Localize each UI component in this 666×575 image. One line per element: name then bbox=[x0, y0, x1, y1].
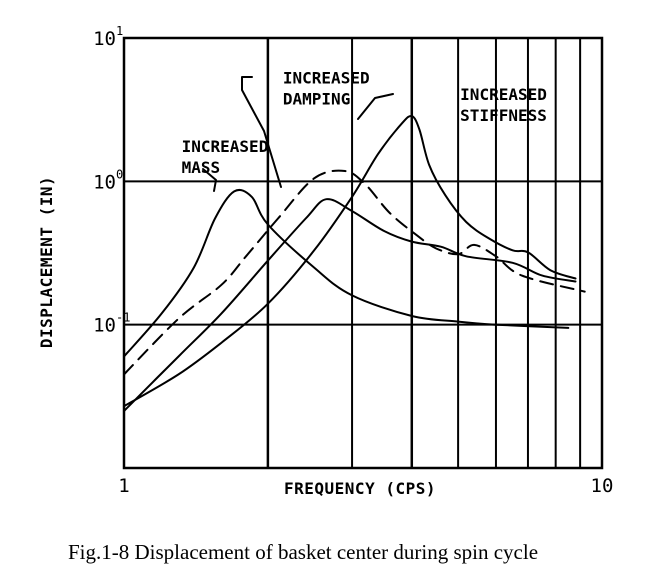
annotation-3-line-2: STIFFNESS bbox=[460, 106, 547, 125]
mass-leader-line bbox=[202, 168, 217, 192]
series-line-1 bbox=[123, 188, 570, 358]
annotation-1-line-1: INCREASED bbox=[182, 137, 269, 156]
damping-leader-line bbox=[241, 76, 282, 188]
annotation-2-line-1: INCREASED bbox=[283, 69, 370, 88]
annotation-1-line-2: MASS bbox=[182, 158, 221, 177]
stiffness-leader-line bbox=[357, 93, 394, 120]
annotations-group: INCREASED MASS INCREASED DAMPING INCREASED ST… bbox=[182, 69, 547, 192]
y-axis-label: DISPLACEMENT (IN) bbox=[37, 176, 56, 348]
annotation-3-line-1: INCREASED bbox=[460, 85, 547, 104]
figure-caption: Fig.1-8 Displacement of basket center du… bbox=[68, 540, 539, 564]
grid bbox=[124, 38, 602, 468]
plot-frame bbox=[122, 36, 604, 470]
x-axis-label: FREQUENCY (CPS) bbox=[284, 479, 436, 498]
x-tick-label: 10 bbox=[591, 475, 614, 497]
series-line-3 bbox=[123, 198, 577, 412]
y-tick-exponent: -1 bbox=[116, 311, 130, 325]
series-group bbox=[123, 114, 586, 412]
y-tick-label: 10 bbox=[93, 315, 116, 337]
x-tick-label: 1 bbox=[118, 475, 129, 497]
y-tick-exponent: 1 bbox=[116, 24, 123, 38]
y-tick-label: 10 bbox=[93, 28, 116, 50]
series-line-4 bbox=[123, 114, 577, 408]
y-tick-exponent: 0 bbox=[116, 167, 123, 181]
annotation-2-line-2: DAMPING bbox=[283, 90, 350, 109]
y-tick-label: 10 bbox=[93, 171, 116, 193]
series-line-2 bbox=[123, 169, 586, 376]
